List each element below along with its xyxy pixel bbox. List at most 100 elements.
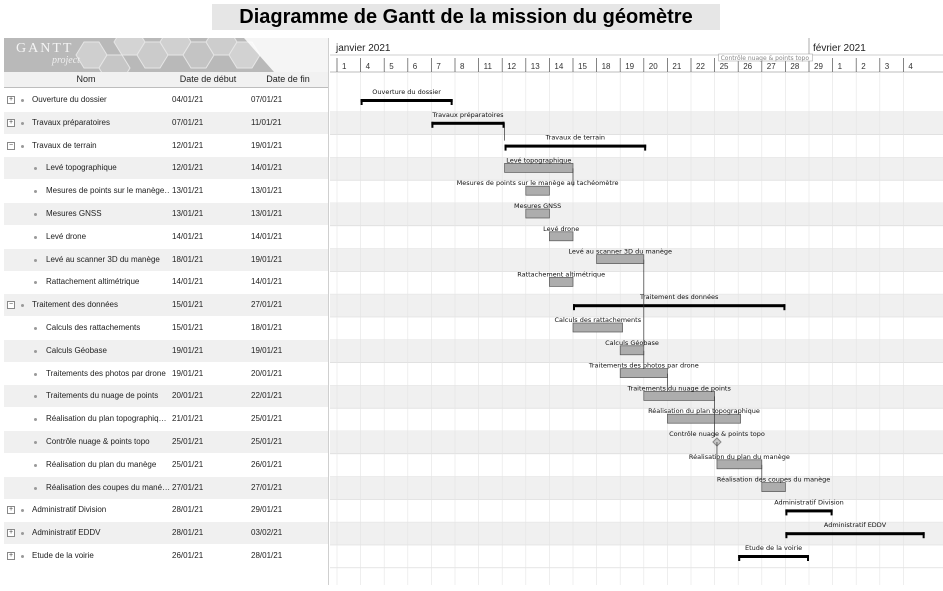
table-row[interactable]: Rattachement altimétrique 14/01/21 14/01/2… [4, 271, 328, 293]
task-bar[interactable] [761, 482, 786, 492]
task-bar-label: Réalisation des coupes du manège [717, 476, 830, 484]
task-bar[interactable] [716, 459, 763, 470]
day-label: 27 [767, 62, 776, 71]
task-start-date: 20/01/21 [172, 391, 204, 401]
table-row[interactable]: Traitements des photos par drone 19/01/21… [4, 363, 328, 385]
expand-toggle-icon[interactable]: + [7, 552, 15, 560]
task-bar[interactable] [643, 391, 715, 401]
task-bar-label: Travaux préparatoires [431, 111, 504, 119]
task-bar-label: Levé au scanner 3D du manège [568, 248, 672, 256]
task-bar-label: Levé drone [543, 225, 579, 233]
summary-bar[interactable] [573, 304, 786, 308]
task-bar[interactable] [619, 345, 645, 356]
task-start-date: 28/01/21 [172, 505, 204, 515]
day-label: 7 [436, 62, 441, 71]
task-bar[interactable] [525, 185, 550, 196]
task-bullet-icon [34, 418, 37, 422]
table-row[interactable]: Mesures GNSS 13/01/21 13/01/21 [4, 203, 328, 225]
table-row[interactable]: Calculs Géobase 19/01/21 19/01/21 [4, 339, 328, 362]
task-start-date: 12/01/21 [172, 163, 204, 173]
task-bar[interactable] [596, 254, 645, 264]
collapse-toggle-icon[interactable]: − [7, 141, 15, 150]
task-bar[interactable] [504, 163, 574, 173]
logo-subtext: project [52, 55, 80, 66]
task-bar-label: Mesures GNSS [514, 202, 561, 210]
table-row[interactable]: Levé au scanner 3D du manège 18/01/21 19/0… [4, 248, 328, 271]
table-row[interactable]: − Travaux de terrain 12/01/21 19/01/21 [4, 135, 328, 157]
task-start-date: 25/01/21 [172, 437, 204, 446]
summary-bar-end-cap [922, 532, 925, 539]
task-bar[interactable] [667, 413, 741, 424]
table-row[interactable]: + Administratif Division 28/01/21 29/01/21 [4, 499, 328, 521]
summary-bar[interactable] [504, 144, 647, 148]
expand-toggle-icon[interactable]: + [7, 96, 15, 104]
table-row[interactable]: Contrôle nuage & points topo 25/01/21 25/0… [4, 431, 328, 453]
task-end-date: 27/01/21 [251, 482, 283, 492]
table-row[interactable]: Réalisation du plan topographiq… 21/01/21… [4, 408, 328, 430]
expand-toggle-icon[interactable]: + [7, 529, 15, 538]
column-end-header[interactable]: Date de fin [266, 74, 310, 84]
task-start-date: 13/01/21 [172, 186, 204, 196]
table-row[interactable]: Mesures de points sur le manège… 13/01/21… [4, 180, 328, 202]
task-bullet-icon [34, 486, 37, 490]
task-name: Etude de la voirie [32, 551, 94, 560]
summary-bar[interactable] [360, 99, 453, 102]
task-bullet-icon [34, 213, 37, 216]
day-label: 20 [649, 62, 658, 71]
table-row[interactable]: + Administratif EDDV 28/01/21 03/02/21 [4, 522, 328, 545]
task-end-date: 14/01/21 [251, 163, 283, 173]
expand-toggle-icon[interactable]: + [7, 506, 15, 515]
table-row[interactable]: Levé topographique 12/01/21 14/01/21 [4, 157, 328, 180]
task-name: Mesures de points sur le manège… [46, 186, 170, 196]
task-name: Levé drone [46, 231, 87, 241]
task-end-date: 14/01/21 [251, 231, 283, 241]
expand-toggle-icon[interactable]: + [7, 118, 15, 127]
table-row[interactable]: Levé drone 14/01/21 14/01/21 [4, 226, 328, 248]
task-bar[interactable] [619, 368, 668, 378]
day-label: 4 [366, 62, 371, 71]
task-start-date: 15/01/21 [172, 300, 204, 310]
day-label: 13 [531, 62, 540, 71]
task-bullet-icon [34, 441, 37, 444]
table-row[interactable]: Calculs des rattachements 15/01/21 18/01/2… [4, 317, 328, 339]
table-row[interactable]: + Ouverture du dossier 04/01/21 07/01/21 [4, 89, 328, 111]
task-bar-label: Traitements des photos par drone [588, 362, 699, 370]
task-name: Calculs Géobase [46, 345, 107, 355]
task-bar[interactable] [525, 208, 550, 219]
summary-bar-start-cap [504, 144, 507, 151]
summary-bar-end-cap [644, 144, 647, 151]
collapse-toggle-icon[interactable]: − [7, 301, 15, 310]
task-start-date: 14/01/21 [172, 231, 204, 241]
month-label: février 2021 [813, 43, 866, 54]
summary-bar-end-cap [450, 99, 453, 105]
task-bullet-icon [21, 532, 24, 536]
table-row[interactable]: Réalisation du plan du manège 25/01/21 26/… [4, 454, 328, 476]
table-row[interactable]: − Traitement des données 15/01/21 27/01/21 [4, 294, 328, 317]
task-end-date: 27/01/21 [251, 300, 283, 310]
summary-bar[interactable] [738, 555, 809, 558]
summary-bar[interactable] [785, 509, 833, 513]
table-row[interactable]: + Travaux préparatoires 07/01/21 11/01/21 [4, 111, 328, 134]
table-row[interactable]: Traitements du nuage de points 20/01/21 22… [4, 385, 328, 408]
summary-bar[interactable] [431, 121, 505, 125]
table-row[interactable]: + Etude de la voirie 26/01/21 28/01/21 [4, 545, 328, 567]
task-bullet-icon [34, 190, 37, 194]
row-background [330, 157, 943, 181]
task-bar-label: Rattachement altimétrique [517, 270, 605, 278]
task-end-date: 29/01/21 [251, 505, 283, 515]
task-bar[interactable] [549, 277, 574, 287]
row-background [330, 522, 943, 545]
column-start-header[interactable]: Date de début [179, 74, 237, 84]
column-name-header[interactable]: Nom [76, 74, 96, 84]
task-bar[interactable] [549, 231, 574, 242]
task-bar-label: Contrôle nuage & points topo [669, 430, 765, 438]
task-bullet-icon [34, 235, 37, 239]
task-start-date: 19/01/21 [172, 345, 204, 355]
task-bar[interactable] [572, 322, 623, 333]
task-name: Réalisation du plan du manège [46, 459, 157, 469]
task-name: Traitement des données [32, 300, 118, 310]
table-row[interactable]: Réalisation des coupes du mané… 27/01/21 2… [4, 476, 328, 499]
summary-bar[interactable] [785, 532, 925, 536]
gantt-chart: 1 4 5 6 7 8 11 12 13 14 15 18 19 20 21 22 25 26 27 28 29 1 2 3 4… [330, 38, 943, 585]
task-end-date: 25/01/21 [251, 437, 283, 446]
